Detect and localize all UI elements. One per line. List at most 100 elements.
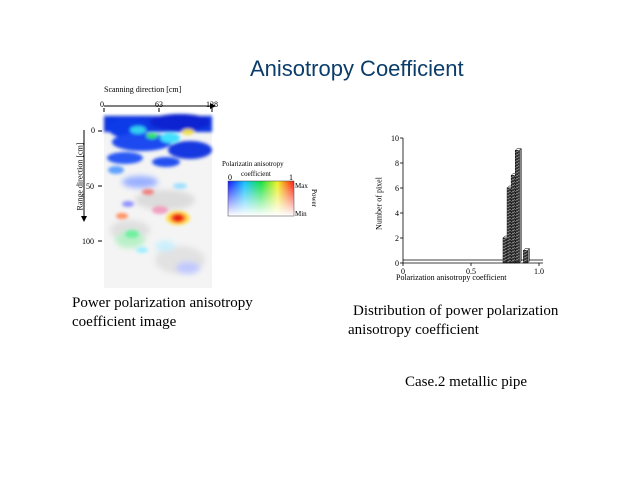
hist-bar-hatch [511, 253, 516, 256]
y-tick-50: 50 [86, 182, 94, 191]
hist-bar-hatch [511, 244, 516, 247]
hist-bar-hatch [515, 186, 520, 189]
hist-bar-side [527, 247, 530, 264]
hist-bar-hatch [506, 250, 512, 254]
hist-bar-hatch [506, 226, 512, 230]
hist-bar-hatch [511, 235, 516, 238]
hist-bar-hatch [511, 259, 516, 262]
hist-bar-hatch [515, 240, 520, 243]
hist-bar-hatch [511, 208, 516, 211]
hist-bar-hatch [511, 199, 516, 202]
x-axis-label: Scanning direction [cm] [104, 85, 182, 94]
hist-bar-hatch [515, 237, 520, 240]
slide-title: Anisotropy Coefficient [250, 56, 464, 81]
caption-left: Power polarization anisotropy coefficien… [72, 294, 253, 332]
caption-left-line2: coefficient image [72, 314, 177, 330]
hist-y-tick-label: 4 [395, 209, 399, 218]
hist-bar-hatch [506, 235, 512, 239]
hist-bar-hatch [515, 246, 520, 249]
hist-bar-hatch [506, 223, 512, 227]
hist-y-tick-label: 2 [395, 234, 399, 243]
hist-bar-hatch [511, 220, 516, 223]
legend-max-tick: 1 [289, 173, 293, 182]
hist-bar-hatch [511, 214, 516, 217]
hist-bar-hatch [506, 196, 512, 200]
hist-bar-hatch [511, 238, 516, 241]
hist-bar-hatch [511, 196, 516, 199]
hist-bar-hatch [506, 217, 512, 221]
hist-bar-hatch [515, 189, 520, 192]
hist-bar-hatch [515, 216, 520, 219]
hist-bar-hatch [515, 228, 520, 231]
hist-bar-hatch [515, 249, 520, 252]
hist-bar-side [518, 147, 522, 264]
legend-power-max: Max [295, 182, 308, 190]
hist-bar-hatch [506, 199, 512, 203]
hist-bar-hatch [515, 150, 520, 153]
hist-bar-hatch [506, 256, 512, 260]
y-tick-0: 0 [91, 126, 95, 135]
hist-bar-hatch [511, 184, 516, 187]
hist-bar-hatch [515, 234, 520, 237]
hist-bar-hatch [506, 244, 512, 248]
hist-bar-hatch [511, 211, 516, 214]
hist-bar-hatch [515, 162, 520, 165]
legend-title-line2: coefficient [241, 170, 271, 178]
hist-bar-hatch [515, 219, 520, 222]
legend-colorbar [227, 180, 295, 217]
hist-y-tick-label: 8 [395, 159, 399, 168]
histogram: 0 2 4 6 8 10 0 0.5 1.0 [391, 134, 544, 276]
hist-bar-hatch [515, 204, 520, 207]
hist-y-tick-label: 0 [395, 259, 399, 268]
legend-power-min: Min [295, 210, 307, 218]
hist-bar-hatch [506, 193, 512, 197]
hist-bar-hatch [511, 205, 516, 208]
hist-bar-hatch [515, 171, 520, 174]
hist-bar-hatch [515, 198, 520, 201]
hist-bar-hatch [511, 226, 516, 229]
hist-bar-hatch [515, 201, 520, 204]
hist-bar-hatch [506, 220, 512, 224]
caption-right-line2: anisotropy coefficient [348, 322, 479, 338]
hist-y-tick-label: 10 [391, 134, 399, 143]
hist-xlabel: Polarization anisotropy coefficient [396, 273, 507, 282]
hist-bar-hatch [511, 223, 516, 226]
hist-bar-hatch [515, 231, 520, 234]
hist-bar-hatch [502, 258, 508, 262]
hist-bar-hatch [515, 192, 520, 195]
hist-bar-hatch [523, 250, 528, 253]
legend-min-tick: 0 [228, 173, 232, 182]
hist-bar-hatch [511, 232, 516, 235]
hist-bar-hatch [523, 253, 528, 256]
hist-bar-hatch [506, 253, 512, 257]
hist-bar-hatch [515, 183, 520, 186]
hist-bar-hatch [506, 202, 512, 206]
hist-bar-hatch [515, 174, 520, 177]
hist-bar-hatch [511, 202, 516, 205]
hist-bar-hatch [511, 175, 516, 178]
hist-bar-hatch [511, 190, 516, 193]
hist-x-tick-label: 1.0 [534, 267, 544, 276]
hist-bar-hatch [515, 210, 520, 213]
hist-x-tick-label: 0.5 [466, 267, 476, 276]
caption-right-line1: Distribution of power polarization [353, 303, 559, 319]
hist-bar-hatch [515, 213, 520, 216]
hist-bar-hatch [511, 181, 516, 184]
hist-bar-hatch [506, 211, 512, 215]
hist-bar-hatch [502, 237, 508, 241]
caption-right: Distribution of power polarization aniso… [348, 302, 558, 340]
hist-bar-hatch [511, 241, 516, 244]
hist-bar-hatch [506, 259, 512, 263]
hist-bar-hatch [511, 229, 516, 232]
legend-title-line1: Polarizatin anisotropy [222, 160, 284, 168]
hist-bar-hatch [506, 229, 512, 233]
hist-bar-hatch [511, 217, 516, 220]
hist-bar-hatch [506, 232, 512, 236]
hist-bar-hatch [515, 207, 520, 210]
hist-bar-hatch [506, 190, 512, 194]
legend-power-label: Power [310, 189, 318, 207]
hist-bar-hatch [511, 250, 516, 253]
hist-bar-hatch [506, 187, 512, 191]
hist-bar-hatch [515, 195, 520, 198]
hist-bar-hatch [511, 193, 516, 196]
